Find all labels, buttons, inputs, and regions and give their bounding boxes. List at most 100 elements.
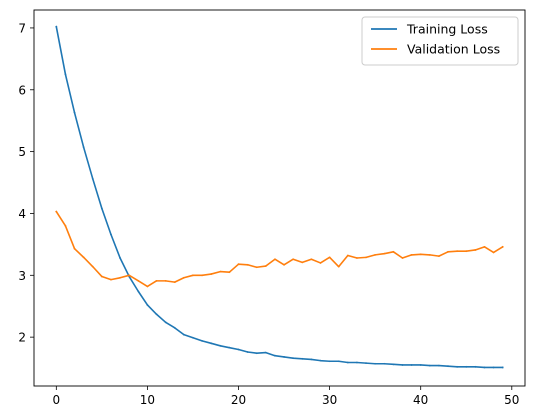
series-0-point-37 xyxy=(392,363,395,366)
series-1-point-41 xyxy=(428,253,431,256)
series-0-point-10 xyxy=(146,304,149,306)
series-0-point-17 xyxy=(210,342,213,345)
series-0-point-9 xyxy=(137,290,140,293)
series-1-point-21 xyxy=(246,263,249,266)
series-1-point-49 xyxy=(501,245,504,248)
series-1-point-12 xyxy=(164,279,167,282)
series-0-point-43 xyxy=(447,365,449,368)
series-0-point-48 xyxy=(492,366,495,369)
series-0-point-39 xyxy=(410,364,413,366)
axes: 0 10 20 30 40 50 2 3 4 5 6 7 xyxy=(18,9,526,407)
series-1-point-27 xyxy=(301,261,304,264)
series-1-point-20 xyxy=(237,263,240,266)
series-0-point-15 xyxy=(192,336,194,339)
series-0-point-35 xyxy=(374,362,377,365)
series-1-point-17 xyxy=(210,273,213,275)
series-1-point-25 xyxy=(283,263,285,266)
series-1-point-30 xyxy=(328,256,331,259)
series-1-point-29 xyxy=(319,262,322,264)
series-0-point-4 xyxy=(91,177,94,180)
series-0-point-20 xyxy=(237,348,240,351)
x-tick-label-40: 40 xyxy=(413,393,428,407)
series-0-point-27 xyxy=(301,357,304,360)
series-0-point-3 xyxy=(82,146,85,149)
series-1-point-35 xyxy=(374,253,377,256)
series-1-point-38 xyxy=(401,257,404,259)
series-1-point-48 xyxy=(492,251,495,254)
legend-box xyxy=(361,16,519,66)
y-tick-label-2: 2 xyxy=(18,331,26,345)
series-1-point-37 xyxy=(392,250,395,253)
series-0-point-36 xyxy=(383,362,386,365)
series-1-point-36 xyxy=(383,252,386,255)
series-1-point-32 xyxy=(346,254,349,257)
series-0-point-40 xyxy=(419,364,422,366)
series-1-point-44 xyxy=(456,250,459,253)
y-tick-label-5: 5 xyxy=(18,145,26,159)
series-1-point-28 xyxy=(310,258,313,261)
series-0-point-34 xyxy=(365,362,367,365)
series-0-point-11 xyxy=(155,313,158,316)
series-0-point-38 xyxy=(401,364,404,366)
series-1-point-22 xyxy=(255,266,258,269)
series-1-point-45 xyxy=(465,250,468,253)
series-1-point-46 xyxy=(474,249,477,251)
series-0-point-6 xyxy=(110,233,112,236)
series-1-point-40 xyxy=(419,253,422,256)
series-0-point-25 xyxy=(283,356,285,358)
series-1-point-1 xyxy=(64,224,67,227)
series-1-point-23 xyxy=(264,265,267,267)
series-1-point-10 xyxy=(146,285,149,288)
series-1-point-15 xyxy=(192,274,194,277)
series-0-point-33 xyxy=(356,361,358,364)
series-0-point-29 xyxy=(319,359,322,362)
series-1-point-47 xyxy=(483,245,486,248)
series-0-point-49 xyxy=(501,366,504,369)
series-0-point-42 xyxy=(438,364,440,367)
series-1-point-7 xyxy=(119,276,121,279)
series-1-point-3 xyxy=(82,256,85,259)
series-0-point-16 xyxy=(201,339,203,342)
x-tick-label-0: 0 xyxy=(52,393,60,407)
series-1-point-33 xyxy=(356,257,358,259)
series-0-point-32 xyxy=(346,361,349,364)
series-1-point-39 xyxy=(410,253,413,256)
series-1-point-42 xyxy=(438,255,440,258)
series-line-0 xyxy=(55,25,504,369)
series-1-point-43 xyxy=(447,250,449,253)
axes-frame xyxy=(33,9,526,387)
plot-area xyxy=(55,25,504,369)
series-0-point-45 xyxy=(465,365,468,368)
y-tick-label-7: 7 xyxy=(18,21,26,35)
series-0-point-1 xyxy=(64,73,67,76)
series-0-point-31 xyxy=(337,360,340,363)
series-0-point-46 xyxy=(474,365,477,368)
series-0-point-44 xyxy=(456,365,459,368)
series-1-point-24 xyxy=(274,258,276,261)
series-1-point-14 xyxy=(182,276,185,279)
series-0-point-0 xyxy=(55,25,58,28)
series-1-point-8 xyxy=(128,274,131,277)
series-1-point-18 xyxy=(219,270,222,273)
series-0-point-47 xyxy=(483,366,486,369)
series-0-point-13 xyxy=(173,326,176,329)
x-tick-label-50: 50 xyxy=(504,393,519,407)
series-1-point-4 xyxy=(91,265,94,268)
series-0-point-7 xyxy=(119,257,121,259)
y-tick-label-6: 6 xyxy=(18,83,26,97)
series-1-point-6 xyxy=(110,278,112,281)
legend-label-0: Training Loss xyxy=(406,22,488,37)
series-1-point-2 xyxy=(73,247,76,250)
series-0-point-21 xyxy=(246,351,249,353)
series-0-point-26 xyxy=(292,357,295,360)
series-1-point-11 xyxy=(155,279,158,282)
series-0-point-5 xyxy=(100,207,103,210)
series-1-point-16 xyxy=(201,274,203,277)
series-1-point-13 xyxy=(173,281,176,284)
x-tick-label-30: 30 xyxy=(322,393,337,407)
series-1-point-5 xyxy=(100,275,103,278)
series-0-point-2 xyxy=(73,111,76,114)
